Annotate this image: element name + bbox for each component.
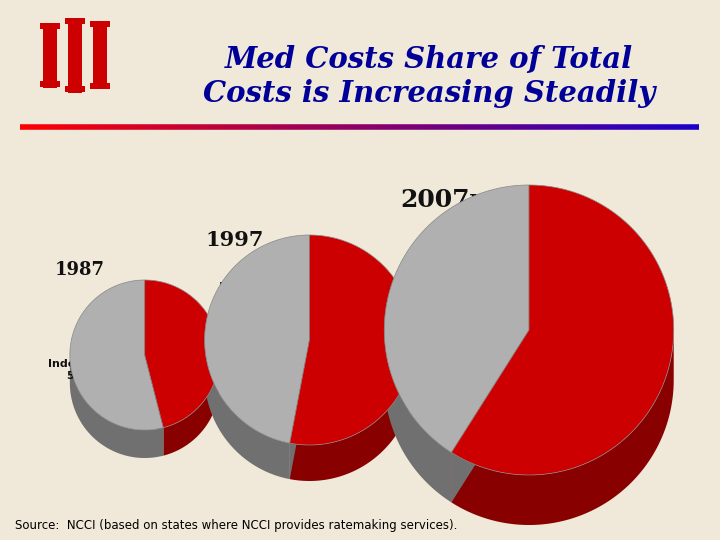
Text: Indemnity
47%: Indemnity 47%: [219, 281, 290, 309]
Polygon shape: [289, 340, 414, 481]
Bar: [93, 21, 107, 89]
Bar: [65, 86, 85, 92]
Bar: [68, 18, 82, 93]
Polygon shape: [204, 340, 289, 479]
Text: Indemnity
54%: Indemnity 54%: [48, 359, 112, 381]
Bar: [90, 21, 109, 27]
Polygon shape: [451, 330, 529, 502]
Polygon shape: [204, 235, 310, 443]
Polygon shape: [451, 330, 674, 525]
Bar: [65, 18, 85, 24]
Polygon shape: [70, 355, 163, 458]
Polygon shape: [145, 355, 163, 456]
Text: Med Costs Share of Total
Costs is Increasing Steadily: Med Costs Share of Total Costs is Increa…: [203, 45, 655, 107]
Polygon shape: [451, 185, 674, 475]
Bar: [40, 81, 60, 87]
Polygon shape: [163, 355, 220, 456]
Text: Medical
46%: Medical 46%: [166, 359, 214, 381]
Polygon shape: [384, 330, 451, 502]
Text: Indemnity
41%: Indemnity 41%: [431, 249, 518, 281]
Text: 1987: 1987: [55, 261, 105, 279]
Polygon shape: [384, 185, 529, 453]
Polygon shape: [145, 280, 220, 428]
Polygon shape: [289, 340, 310, 479]
Text: 1997: 1997: [205, 230, 264, 250]
Text: 2007p: 2007p: [400, 188, 487, 212]
Polygon shape: [289, 235, 414, 445]
Text: Medical
59%: Medical 59%: [576, 314, 642, 346]
Bar: [40, 23, 60, 29]
Text: Source:  NCCI (based on states where NCCI provides ratemaking services).: Source: NCCI (based on states where NCCI…: [15, 518, 457, 531]
Polygon shape: [70, 280, 163, 430]
Bar: [90, 83, 109, 89]
Bar: [43, 23, 57, 88]
Text: Medical
53%: Medical 53%: [333, 321, 386, 349]
